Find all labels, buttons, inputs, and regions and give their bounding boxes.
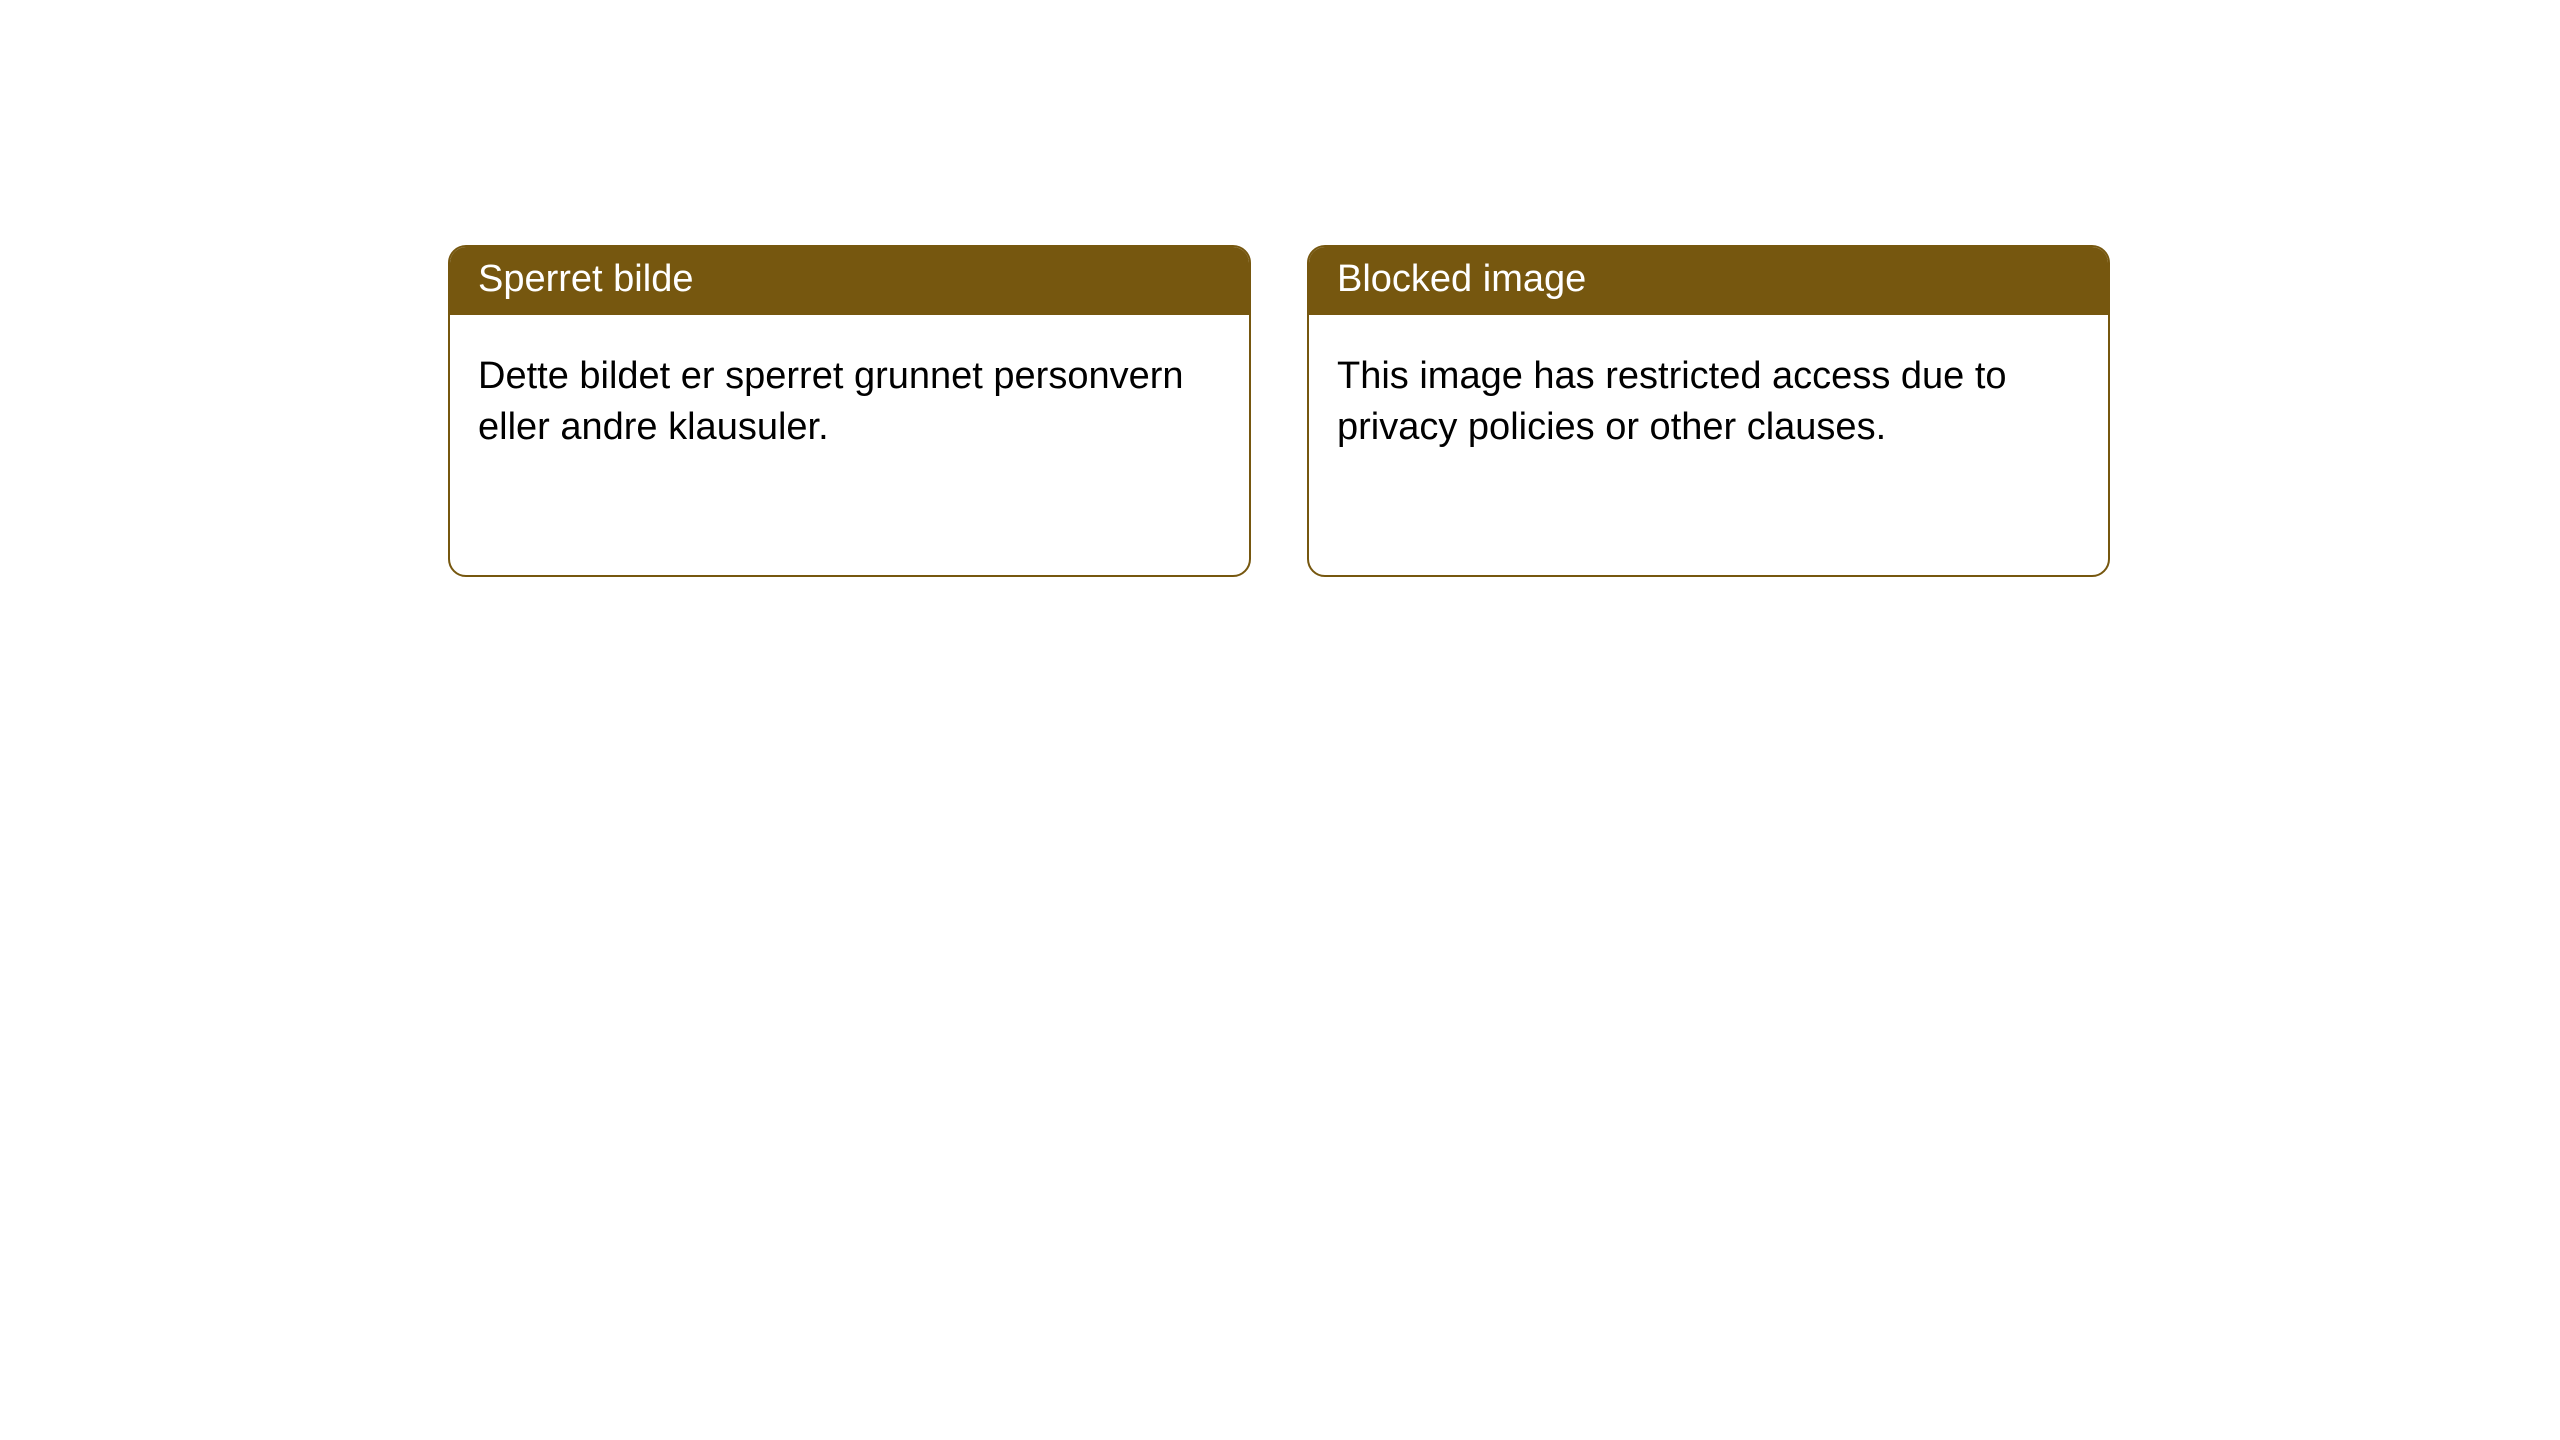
card-header-english: Blocked image (1309, 247, 2108, 315)
card-body-text: Dette bildet er sperret grunnet personve… (478, 355, 1184, 448)
card-title: Sperret bilde (478, 258, 693, 300)
cards-container: Sperret bilde Dette bildet er sperret gr… (0, 0, 2560, 577)
card-body-norwegian: Dette bildet er sperret grunnet personve… (450, 315, 1249, 490)
card-body-text: This image has restricted access due to … (1337, 355, 2007, 448)
blocked-image-card-english: Blocked image This image has restricted … (1307, 245, 2110, 577)
card-header-norwegian: Sperret bilde (450, 247, 1249, 315)
card-title: Blocked image (1337, 258, 1586, 300)
blocked-image-card-norwegian: Sperret bilde Dette bildet er sperret gr… (448, 245, 1251, 577)
card-body-english: This image has restricted access due to … (1309, 315, 2108, 490)
